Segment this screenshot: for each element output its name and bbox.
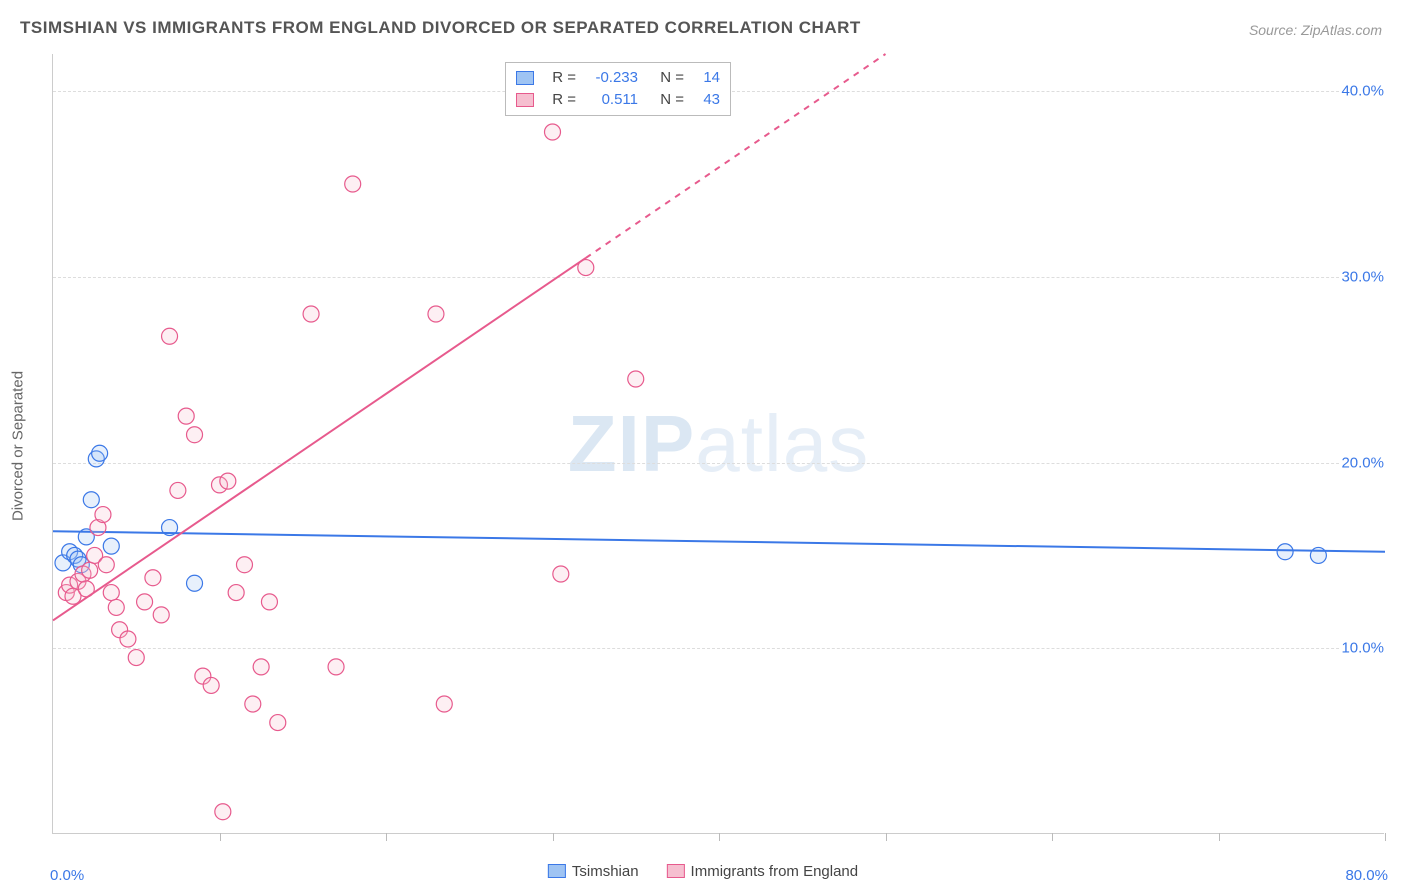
scatter-point [345, 176, 361, 192]
scatter-point [220, 473, 236, 489]
scatter-point [203, 677, 219, 693]
scatter-point [545, 124, 561, 140]
scatter-point [120, 631, 136, 647]
trend-line [53, 531, 1385, 551]
scatter-point [1277, 544, 1293, 560]
scatter-point [82, 562, 98, 578]
scatter-point [236, 557, 252, 573]
stats-legend-row: R = 0.511 N = 43 [516, 89, 720, 111]
scatter-point [103, 585, 119, 601]
series-legend: Tsimshian Immigrants from England [548, 863, 858, 880]
scatter-point [137, 594, 153, 610]
scatter-point [253, 659, 269, 675]
scatter-point [436, 696, 452, 712]
x-tick [386, 833, 387, 841]
legend-item: Tsimshian [548, 863, 639, 880]
legend-swatch [667, 864, 685, 878]
scatter-point [553, 566, 569, 582]
scatter-point [92, 445, 108, 461]
stats-legend: R = -0.233 N = 14 R = 0.511 N = 43 [505, 62, 731, 116]
scatter-point [103, 538, 119, 554]
scatter-point [145, 570, 161, 586]
scatter-point [428, 306, 444, 322]
scatter-point [153, 607, 169, 623]
n-value: 43 [692, 89, 720, 111]
scatter-point [228, 585, 244, 601]
x-tick [886, 833, 887, 841]
r-value: -0.233 [584, 67, 638, 89]
x-tick [1052, 833, 1053, 841]
scatter-point [162, 328, 178, 344]
r-label: R = [548, 67, 576, 89]
stats-legend-row: R = -0.233 N = 14 [516, 67, 720, 89]
scatter-point [187, 575, 203, 591]
scatter-point [628, 371, 644, 387]
scatter-point [187, 427, 203, 443]
scatter-point [108, 599, 124, 615]
legend-label: Immigrants from England [691, 863, 859, 880]
chart-title: TSIMSHIAN VS IMMIGRANTS FROM ENGLAND DIV… [20, 18, 861, 38]
scatter-point [128, 650, 144, 666]
scatter-point [270, 715, 286, 731]
scatter-point [83, 492, 99, 508]
scatter-point [98, 557, 114, 573]
n-value: 14 [692, 67, 720, 89]
scatter-point [170, 482, 186, 498]
r-label: R = [548, 89, 576, 111]
legend-swatch [516, 93, 534, 107]
x-max-label: 80.0% [1345, 867, 1388, 884]
scatter-point [245, 696, 261, 712]
scatter-point [215, 804, 231, 820]
y-axis-label: Divorced or Separated [10, 371, 27, 521]
x-origin-label: 0.0% [50, 867, 84, 884]
x-tick [553, 833, 554, 841]
scatter-point [328, 659, 344, 675]
legend-label: Tsimshian [572, 863, 639, 880]
scatter-svg [53, 54, 1384, 833]
x-tick [1385, 833, 1386, 841]
n-label: N = [654, 89, 684, 111]
n-label: N = [654, 67, 684, 89]
plot-area: ZIPatlas 10.0%20.0%30.0%40.0% R =-0.233N… [52, 54, 1384, 834]
legend-swatch [516, 71, 534, 85]
chart-source: Source: ZipAtlas.com [1249, 22, 1382, 38]
scatter-point [178, 408, 194, 424]
legend-item: Immigrants from England [667, 863, 859, 880]
r-value: 0.511 [584, 89, 638, 111]
scatter-point [261, 594, 277, 610]
scatter-point [303, 306, 319, 322]
scatter-point [95, 507, 111, 523]
legend-swatch [548, 864, 566, 878]
x-tick [1219, 833, 1220, 841]
x-tick [220, 833, 221, 841]
x-tick [719, 833, 720, 841]
correlation-chart: TSIMSHIAN VS IMMIGRANTS FROM ENGLAND DIV… [0, 0, 1406, 892]
